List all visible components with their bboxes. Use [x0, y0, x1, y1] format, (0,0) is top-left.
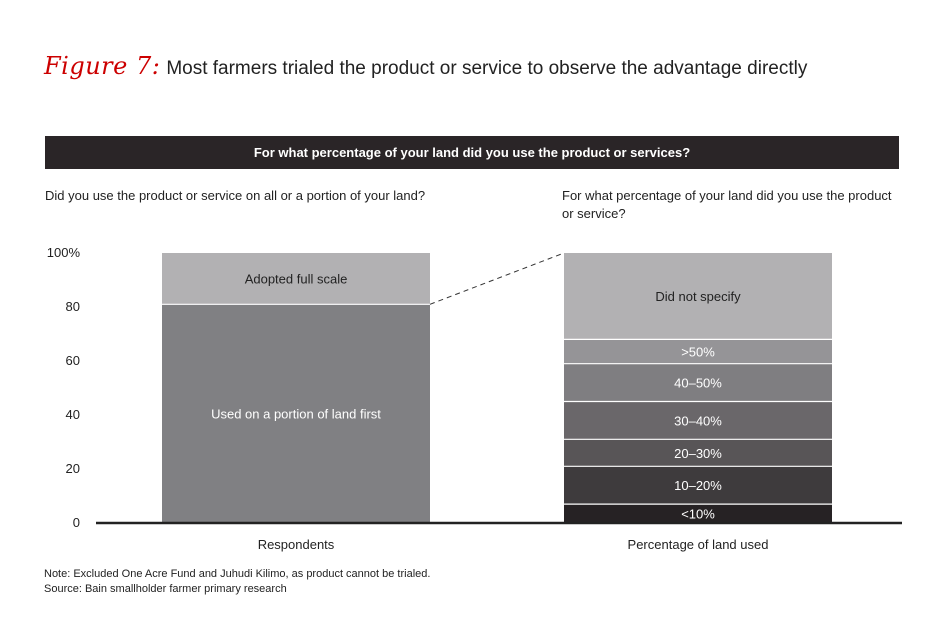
segment-label: 30–40% — [674, 413, 722, 428]
figure-heading: Most farmers trialed the product or serv… — [166, 58, 808, 79]
bar-segment — [564, 363, 832, 402]
y-tick-label: 60 — [66, 353, 80, 368]
segment-label: >50% — [681, 345, 715, 360]
category-label: Respondents — [258, 537, 335, 552]
segment-label: Did not specify — [655, 289, 741, 304]
chart-note: Note: Excluded One Acre Fund and Juhudi … — [44, 568, 431, 580]
y-tick-label: 20 — [66, 461, 80, 476]
segment-label: Adopted full scale — [245, 272, 348, 287]
left-question: Did you use the product or service on al… — [45, 188, 426, 203]
category-label: Percentage of land used — [628, 537, 769, 552]
y-tick-label: 100% — [47, 245, 81, 260]
segment-label: 40–50% — [674, 376, 722, 391]
bar-segment — [564, 339, 832, 364]
bar-segment — [564, 401, 832, 440]
y-tick-label: 0 — [73, 515, 80, 530]
segment-label: Used on a portion of land first — [211, 407, 381, 422]
bar-segment — [564, 466, 832, 505]
segment-label: 10–20% — [674, 478, 722, 493]
y-tick-label: 80 — [66, 299, 80, 314]
segment-label: <10% — [681, 507, 715, 522]
bar-segment — [162, 304, 430, 523]
segment-label: 20–30% — [674, 446, 722, 461]
y-tick-label: 40 — [66, 407, 80, 422]
bar-segment — [564, 439, 832, 467]
right-question: For what percentage of your land did you… — [562, 188, 892, 221]
bar-segment — [564, 253, 832, 340]
figure-title: Figure 7: Most farmers trialed the produc… — [44, 52, 807, 80]
question-banner: For what percentage of your land did you… — [45, 136, 899, 169]
bar-segment — [564, 504, 832, 523]
bar-segment — [162, 253, 430, 305]
connector-line — [429, 252, 565, 305]
chart-source: Source: Bain smallholder farmer primary … — [44, 583, 287, 595]
figure-label: Figure 7: — [44, 52, 161, 80]
